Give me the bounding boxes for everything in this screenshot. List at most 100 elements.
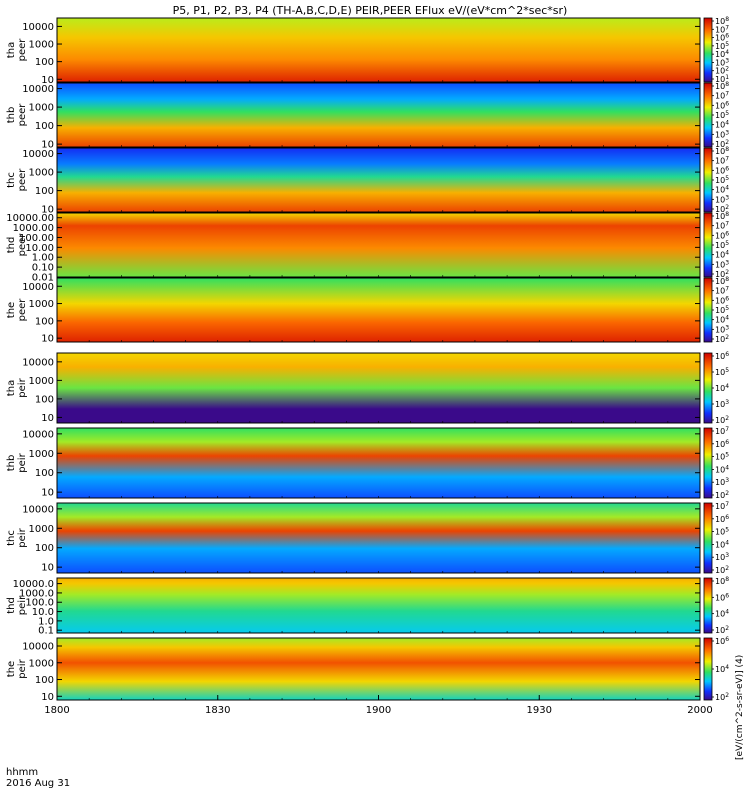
colorbar-tick-label: 108: [715, 146, 729, 156]
colorbar-tick-label: 107: [715, 91, 729, 101]
spectrogram-image: [57, 213, 700, 277]
colorbar-tick-label: 104: [715, 185, 729, 195]
colorbar-tick-label: 104: [715, 49, 729, 59]
y-tick-label: 10000.00: [6, 213, 54, 224]
colorbar-tick-label: 102: [715, 565, 729, 575]
colorbar-tick-label: 103: [715, 57, 729, 67]
y-axis-label-probe: the: [6, 661, 17, 677]
spectrogram-image: [57, 578, 700, 633]
y-tick-label: 1000.0: [19, 588, 54, 599]
spectrogram-image: [57, 148, 700, 212]
colorbar-tick-label: 104: [715, 539, 729, 549]
y-tick-label: 10: [41, 488, 54, 499]
colorbar-tick-label: 104: [715, 315, 729, 325]
colorbar: [703, 82, 713, 148]
y-tick-label: 100: [35, 121, 54, 132]
colorbar-tick-label: 103: [715, 399, 729, 409]
y-tick-label: 10000: [22, 22, 54, 33]
panel-the-peir: 10000 1000 100 10 the peir 106 104 102: [6, 636, 729, 703]
colorbar-tick-label: 102: [715, 66, 729, 76]
colorbar-tick-label: 102: [715, 415, 729, 425]
y-axis-label-probe: thc: [6, 172, 17, 188]
spectrogram-image: [57, 83, 700, 147]
spectrogram-image: [57, 353, 700, 423]
y-axis-label-probe: thb: [6, 107, 17, 124]
colorbar-tick-label: 107: [715, 156, 729, 166]
colorbar: [703, 352, 713, 424]
y-axis-label-instrument: peer: [17, 103, 28, 127]
colorbar-tick-label: 102: [715, 334, 729, 344]
colorbar-tick-label: 103: [715, 477, 729, 487]
colorbar-tick-label: 105: [715, 240, 729, 250]
y-tick-label: 10: [41, 692, 54, 703]
colorbar-tick-label: 103: [715, 552, 729, 562]
date-label: 2016 Aug 31: [6, 778, 70, 789]
colorbar-tick-label: 105: [715, 305, 729, 315]
y-axis-label-instrument: peer: [17, 233, 28, 257]
panel-thb-peer: 10000 1000 100 10 thb peer 1081071061051041031…: [6, 81, 729, 151]
y-axis-label-probe: tha: [6, 380, 17, 396]
y-tick-label: 0.01: [32, 273, 54, 284]
x-tick-label: 1800: [44, 705, 69, 716]
colorbar-tick-label: 107: [715, 221, 729, 231]
colorbar: [703, 277, 713, 343]
colorbar-tick-label: 101: [715, 74, 729, 84]
colorbar-tick-label: 105: [715, 175, 729, 185]
y-axis-label-instrument: peer: [17, 298, 28, 322]
y-tick-label: 10.0: [32, 607, 54, 618]
colorbar-tick-label: 108: [715, 16, 729, 26]
colorbar-tick-label: 104: [715, 464, 729, 474]
y-tick-label: 100: [35, 675, 54, 686]
y-tick-label: 10: [41, 140, 54, 151]
y-tick-label: 10000: [22, 641, 54, 652]
spectrogram-image: [57, 638, 700, 700]
y-tick-label: 100: [35, 543, 54, 554]
colorbar-tick-label: 104: [715, 250, 729, 260]
x-axis-corner-label: hhmm: [6, 767, 38, 778]
y-axis-label-probe: tha: [6, 42, 17, 58]
colorbar-tick-label: 102: [715, 692, 729, 702]
colorbar-tick-label: 108: [715, 276, 729, 286]
colorbar-unit-label: [eV/(cm^2-s-sr-eV)] (4): [735, 655, 745, 760]
y-tick-label: 100: [35, 316, 54, 327]
panel-thc-peir: 10000 1000 100 10 thc peir 107 106 105 104 103 102: [6, 501, 729, 575]
y-tick-label: 10000: [22, 149, 54, 160]
colorbar: [703, 577, 713, 634]
colorbar-tick-label: 108: [715, 211, 729, 221]
colorbar-tick-label: 106: [715, 636, 729, 646]
colorbar-tick-label: 106: [715, 351, 729, 361]
y-axis-label-instrument: peir: [17, 658, 28, 678]
y-axis-label-probe: thd: [6, 597, 17, 614]
colorbar-tick-label: 107: [715, 286, 729, 296]
y-tick-label: 100: [35, 394, 54, 405]
spectrogram-image: [57, 278, 700, 342]
colorbar-tick-label: 105: [715, 452, 729, 462]
colorbar-tick-label: 106: [715, 33, 729, 43]
colorbar-tick-label: 102: [715, 204, 729, 214]
y-tick-label: 100.00: [19, 233, 54, 244]
colorbar: [703, 17, 713, 83]
y-tick-label: 10000: [22, 282, 54, 293]
colorbar: [703, 147, 713, 213]
y-tick-label: 100: [35, 186, 54, 197]
colorbar-tick-label: 105: [715, 367, 729, 377]
y-axis-label-probe: thc: [6, 530, 17, 546]
colorbar-tick-label: 102: [715, 490, 729, 500]
chart-title: P5, P1, P2, P3, P4 (TH-A,B,C,D,E) PEIR,P…: [173, 4, 568, 17]
colorbar-tick-label: 106: [715, 514, 729, 524]
y-tick-label: 10.00: [25, 243, 54, 254]
y-tick-label: 10: [41, 563, 54, 574]
colorbar-tick-label: 103: [715, 259, 729, 269]
spectrogram-image: [57, 428, 700, 498]
colorbar-tick-label: 106: [715, 165, 729, 175]
y-tick-label: 100: [35, 57, 54, 68]
spectrogram-image: [57, 18, 700, 82]
y-tick-label: 100.0: [25, 598, 54, 609]
colorbar-tick-label: 105: [715, 527, 729, 537]
y-tick-label: 1000: [29, 40, 54, 51]
colorbar-tick-label: 102: [715, 625, 729, 635]
y-tick-label: 10000: [22, 357, 54, 368]
